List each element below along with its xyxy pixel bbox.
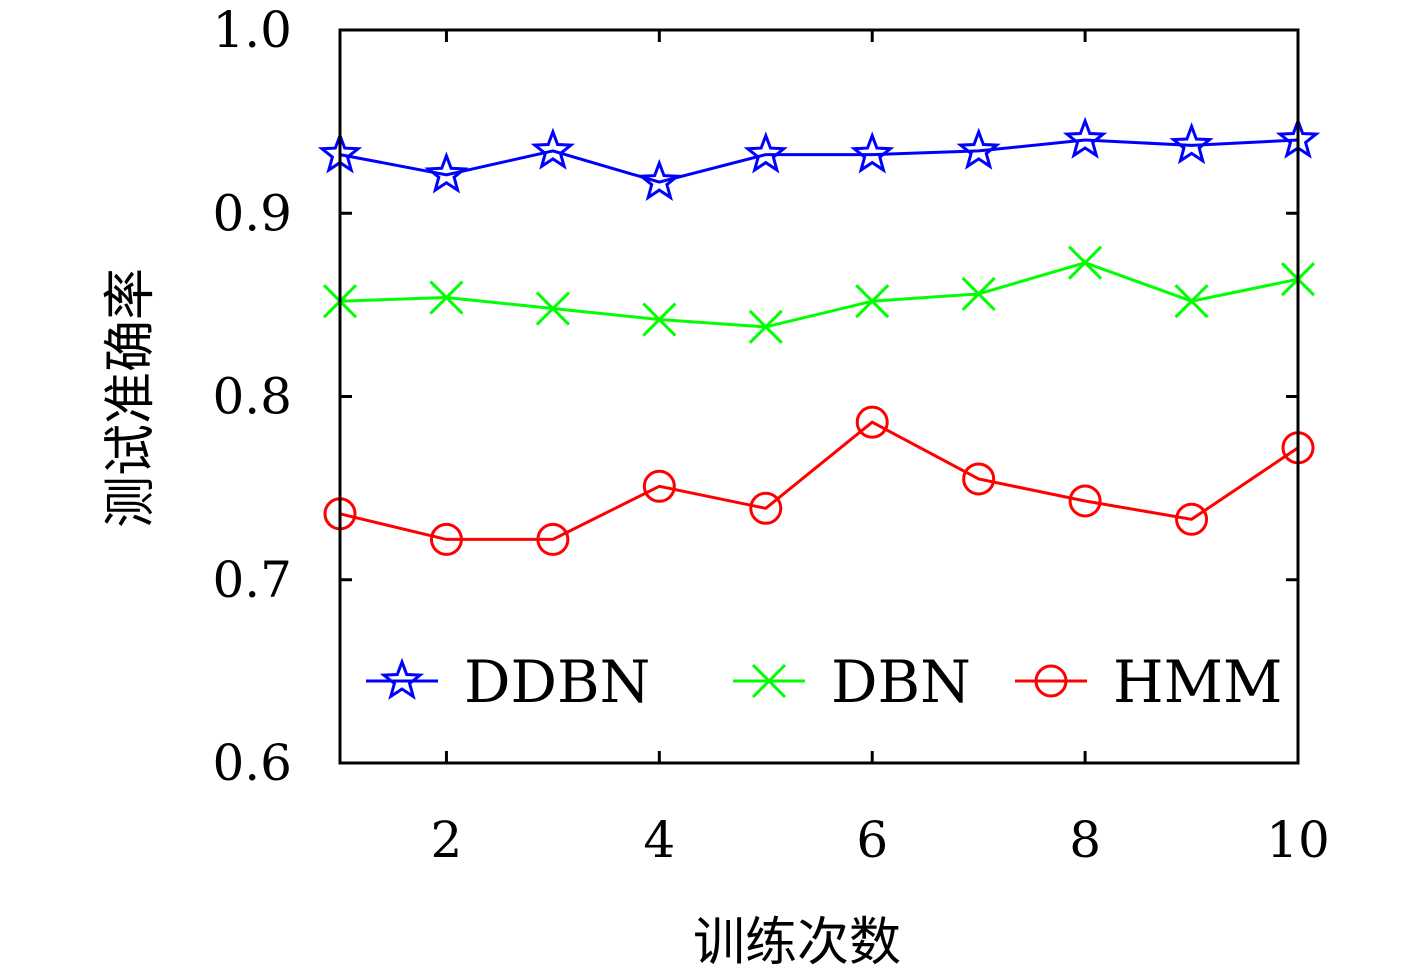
- legend-marker-dbn: [751, 663, 787, 699]
- x-tick-label: 2: [431, 811, 463, 869]
- data-point-ddbn: [530, 127, 576, 170]
- data-point-dbn: [1174, 284, 1209, 319]
- data-point-dbn: [855, 284, 890, 319]
- x-tick-label: 10: [1266, 811, 1330, 869]
- data-point-ddbn: [1062, 116, 1108, 159]
- data-point-hmm: [855, 405, 889, 439]
- data-point-ddbn: [850, 131, 895, 174]
- x-axis-title: 训练次数: [693, 913, 901, 973]
- data-point-hmm: [429, 522, 463, 556]
- y-tick-label: 1.0: [212, 1, 292, 59]
- y-tick-label: 0.8: [212, 368, 292, 426]
- data-point-ddbn: [424, 151, 469, 194]
- y-axis-title: 测试准确率: [101, 268, 161, 528]
- legend-label-hmm: HMM: [1113, 648, 1282, 716]
- x-tick-label: 8: [1069, 811, 1101, 869]
- data-point-hmm: [749, 491, 783, 525]
- data-point-dbn: [748, 309, 783, 344]
- legend-marker-hmm: [1034, 664, 1068, 698]
- y-tick-label: 0.9: [212, 184, 292, 242]
- data-point-hmm: [642, 469, 676, 503]
- data-point-ddbn: [1169, 122, 1214, 165]
- series-ddbn: [317, 116, 1321, 201]
- legend-marker-ddbn: [379, 657, 425, 700]
- legend: DDBN DBN HMM: [366, 648, 1282, 716]
- legend-item-hmm: HMM: [1015, 648, 1282, 716]
- data-point-ddbn: [637, 158, 682, 201]
- series-hmm: [323, 405, 1315, 556]
- legend-label-dbn: DBN: [831, 648, 971, 716]
- legend-item-ddbn: DDBN: [366, 648, 650, 716]
- x-tick-label: 4: [643, 811, 675, 869]
- series-line-ddbn: [339, 138, 1299, 184]
- plot-area: [317, 116, 1321, 556]
- data-point-dbn: [1068, 245, 1103, 280]
- y-tick-label: 0.6: [212, 734, 292, 792]
- data-point-dbn: [429, 280, 464, 315]
- data-point-hmm: [536, 522, 570, 556]
- data-point-dbn: [961, 276, 996, 311]
- data-point-dbn: [535, 291, 570, 326]
- series-dbn: [322, 245, 1316, 344]
- data-point-hmm: [1068, 484, 1102, 518]
- series-line-dbn: [339, 261, 1299, 329]
- legend-label-ddbn: DDBN: [464, 648, 650, 716]
- data-point-hmm: [962, 462, 996, 496]
- data-point-ddbn: [743, 131, 788, 174]
- data-point-ddbn: [956, 127, 1001, 170]
- x-tick-label: 6: [856, 811, 888, 869]
- series-line-hmm: [339, 420, 1299, 541]
- legend-item-dbn: DBN: [733, 648, 971, 716]
- data-point-dbn: [642, 302, 677, 337]
- y-tick-label: 0.7: [212, 551, 292, 609]
- axes: 2 4 6 8 10 0.6 0.7 0.8 0.9 1.0: [212, 1, 1329, 869]
- data-point-hmm: [1175, 502, 1209, 536]
